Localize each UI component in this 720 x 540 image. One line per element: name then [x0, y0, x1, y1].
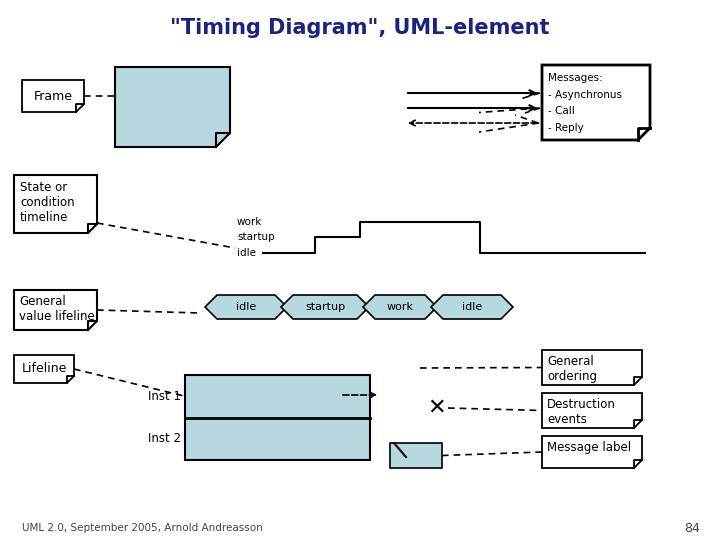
Text: ✕: ✕	[427, 398, 445, 418]
Text: 84: 84	[684, 522, 700, 535]
Text: ordering: ordering	[547, 370, 597, 383]
Text: General: General	[547, 355, 594, 368]
Polygon shape	[115, 67, 230, 147]
Text: work: work	[237, 217, 262, 227]
Bar	[185, 375, 370, 460]
Text: Lifeline: Lifeline	[22, 362, 67, 375]
Polygon shape	[14, 290, 97, 330]
Text: Messages:: Messages:	[548, 73, 603, 83]
Text: idle: idle	[236, 302, 256, 312]
Polygon shape	[542, 65, 650, 140]
Text: idle: idle	[462, 302, 482, 312]
Text: - Asynchronus: - Asynchronus	[548, 90, 622, 100]
Text: UML 2.0, September 2005, Arnold Andreasson: UML 2.0, September 2005, Arnold Andreass…	[22, 523, 263, 533]
Polygon shape	[14, 355, 74, 383]
Text: Message label: Message label	[547, 441, 631, 454]
Text: State or
condition
timeline: State or condition timeline	[20, 181, 75, 224]
Text: startup: startup	[237, 232, 275, 242]
Text: - Reply: - Reply	[548, 123, 584, 133]
Text: Inst 1: Inst 1	[148, 390, 181, 403]
Text: Inst 2: Inst 2	[148, 432, 181, 445]
Polygon shape	[363, 295, 437, 319]
Text: work: work	[387, 302, 413, 312]
Polygon shape	[542, 350, 642, 385]
Text: "Timing Diagram", UML-element: "Timing Diagram", UML-element	[170, 18, 550, 38]
Text: Frame: Frame	[34, 90, 73, 103]
Text: - Call: - Call	[548, 106, 575, 116]
Text: idle: idle	[237, 248, 256, 258]
Text: events: events	[547, 413, 587, 426]
Polygon shape	[542, 393, 642, 428]
Polygon shape	[431, 295, 513, 319]
Polygon shape	[542, 436, 642, 468]
Polygon shape	[281, 295, 369, 319]
Text: startup: startup	[305, 302, 345, 312]
Text: Destruction: Destruction	[547, 398, 616, 411]
Polygon shape	[14, 175, 97, 233]
Bar	[390, 443, 442, 468]
Polygon shape	[205, 295, 287, 319]
Polygon shape	[22, 80, 84, 112]
Text: General
value lifeline: General value lifeline	[19, 295, 95, 323]
